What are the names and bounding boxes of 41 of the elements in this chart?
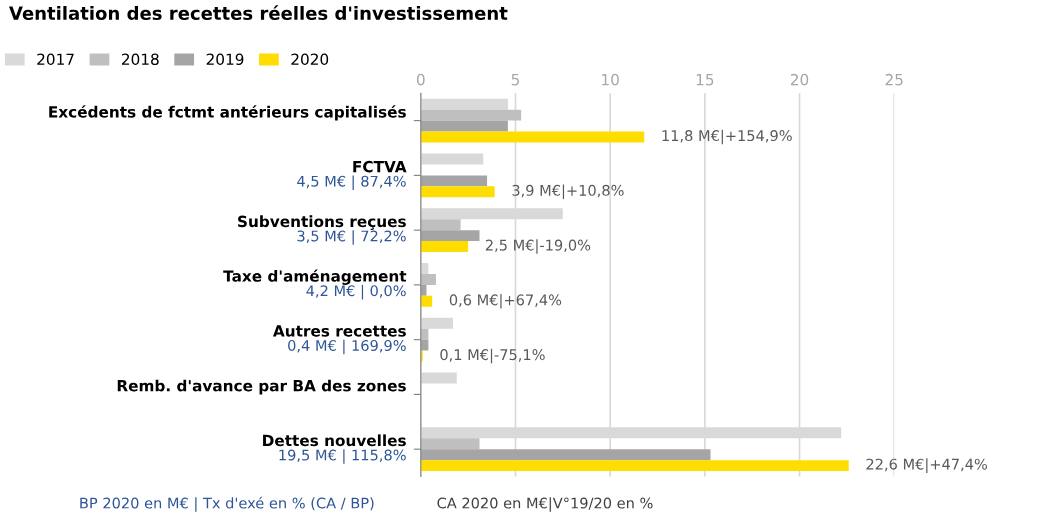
bar [420, 438, 480, 450]
bar [420, 339, 429, 351]
bar [420, 186, 495, 198]
y-tick-label: Taxe d'aménagement 4,2 M€ | 0,0% [223, 269, 407, 300]
text: CA 2020 en M€|V°19/20 en % [437, 497, 653, 512]
bar [420, 449, 711, 461]
data-label: 0,1 M€|-75,1% [440, 348, 545, 364]
data-label: 22,6 M€|+47,4% [866, 458, 988, 473]
bar [420, 328, 429, 340]
legend-label: 2018 [121, 53, 159, 65]
bar [420, 120, 508, 132]
x-tick-label: 5 [511, 74, 520, 86]
data-label: 2,5 M€|-19,0% [485, 239, 591, 254]
legend-label: 2017 [37, 53, 74, 65]
y-tick-label: FCTVA 4,5 M€ | 87,4% [297, 160, 407, 190]
bar [420, 219, 461, 231]
y-tick-label: Autres recettes 0,4 M€ | 169,9% [272, 325, 406, 355]
x-tick-label: 15 [696, 74, 714, 86]
bar [420, 241, 469, 253]
bar [420, 109, 522, 121]
y-tick-label: Dettes nouvelles 19,5 M€ | 115,8% [263, 434, 406, 464]
legend-label: 2020 [291, 53, 329, 65]
bar [420, 273, 436, 285]
y-tick-label: Excédents de fctmt antérieurs capitalisés [49, 105, 406, 121]
bar [420, 230, 480, 242]
data-label: 11,8 M€|+154,9% [662, 129, 792, 145]
data-label: 3,9 M€|+10,8% [512, 184, 624, 200]
x-tick-label: 0 [416, 73, 425, 86]
x-tick-label: 25 [885, 73, 903, 86]
y-tick-label: Subventions reçues 3,5 M€ | 72,2% [238, 215, 406, 245]
bar [420, 131, 645, 143]
bar [420, 175, 488, 187]
bar [420, 460, 849, 472]
x-tick-label: 10 [602, 73, 619, 86]
text: Ventilation des recettes réelles d'investissement [9, 5, 508, 20]
y-tick-label: Remb. d'avance par BA des zones [117, 379, 406, 395]
text: BP 2020 en M€ | Tx d'exé en % (CA / BP) [80, 496, 374, 512]
x-tick-label: 20 [790, 73, 809, 86]
bar [420, 295, 433, 307]
data-label: 0,6 M€|+67,4% [449, 294, 562, 309]
legend-label: 2019 [206, 53, 244, 65]
